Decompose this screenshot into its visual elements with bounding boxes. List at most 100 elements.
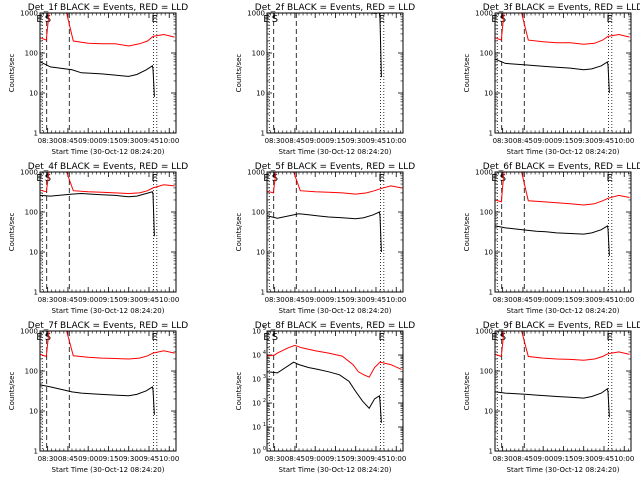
x-tick-label: 09:30	[346, 137, 366, 145]
x-tick-label: 09:00	[78, 137, 98, 145]
series-line-events	[364, 13, 382, 78]
y-axis-label: Counts/sec	[235, 213, 243, 252]
x-tick-label: 09:15	[325, 296, 345, 304]
x-axis-label: Start Time (30-Oct-12 08:24:20)	[52, 307, 165, 315]
y-tick-label: 10	[484, 408, 493, 416]
x-tick-label: 10:00	[386, 296, 406, 304]
event-marker-label: S	[272, 14, 278, 25]
y-tick-label: 1	[34, 130, 38, 138]
x-tick-label: 08:45	[513, 296, 533, 304]
plot-frame	[494, 12, 632, 134]
x-tick-label: 10:00	[614, 137, 634, 145]
panel-3: Det_3f BLACK = Events, RED = LLD Counts/s…	[463, 3, 640, 156]
x-tick-label: 09:30	[574, 455, 594, 463]
x-tick-label: 09:15	[553, 137, 573, 145]
panel-title: Det_9f BLACK = Events, RED = LLD	[483, 321, 640, 331]
x-tick-label: 08:45	[513, 137, 533, 145]
x-tick-label: 08:45	[285, 296, 305, 304]
x-tick-label: 08:45	[58, 296, 78, 304]
x-tick-label: 10:00	[614, 296, 634, 304]
x-tick-label: 10:00	[386, 137, 406, 145]
y-axis-label: Counts/sec	[463, 372, 471, 411]
series-line-lld	[495, 172, 630, 206]
event-marker-label: E	[36, 14, 42, 25]
x-tick-label: 09:30	[346, 455, 366, 463]
event-marker-label: E	[151, 173, 157, 184]
series-line-lld	[495, 13, 630, 45]
panel-title: Det_2f BLACK = Events, RED = LLD	[255, 3, 415, 13]
y-tick-label: 10	[252, 328, 261, 336]
x-tick-label: 09:15	[98, 137, 118, 145]
y-tick-label: 10	[252, 424, 261, 432]
x-tick-label: 09:45	[594, 137, 614, 145]
event-marker-label: E	[263, 173, 269, 184]
y-tick-label: 1000	[247, 169, 265, 177]
panel-title: Det_4f BLACK = Events, RED = LLD	[28, 162, 188, 172]
x-axis-label: Start Time (30-Oct-12 08:24:20)	[52, 148, 165, 156]
y-axis-label: Counts/sec	[8, 54, 16, 93]
panel-title: Det_1f BLACK = Events, RED = LLD	[28, 3, 188, 13]
event-marker-label: E	[36, 173, 42, 184]
y-axis-label: Counts/sec	[8, 213, 16, 252]
x-tick-label: 10:00	[159, 296, 179, 304]
event-marker-label: E	[491, 332, 497, 343]
x-tick-label: 09:45	[139, 455, 159, 463]
x-axis-label: Start Time (30-Oct-12 08:24:20)	[52, 466, 165, 474]
x-tick-label: 09:45	[366, 137, 386, 145]
y-axis-label: Counts/sec	[8, 372, 16, 411]
y-tick-label: 100	[480, 50, 493, 58]
y-tick-label: 10	[29, 249, 38, 257]
series-group	[267, 172, 402, 253]
x-tick-label: 08:30	[493, 137, 513, 145]
series-line-events	[40, 61, 155, 97]
x-tick-label: 08:30	[38, 455, 58, 463]
x-tick-label: 08:30	[493, 455, 513, 463]
plot-frame	[266, 171, 404, 293]
series-line-events	[267, 211, 382, 253]
y-tick-exponent: 2	[263, 398, 266, 404]
plot-frame	[39, 171, 177, 293]
event-marker-label: S	[500, 173, 506, 184]
plot-frame	[266, 12, 404, 134]
x-axis-label: Start Time (30-Oct-12 08:24:20)	[507, 466, 620, 474]
x-tick-label: 09:15	[553, 455, 573, 463]
y-tick-label: 1	[261, 289, 265, 297]
panel-title: Det_6f BLACK = Events, RED = LLD	[483, 162, 640, 172]
x-axis-label: Start Time (30-Oct-12 08:24:20)	[507, 307, 620, 315]
panel-1: Det_1f BLACK = Events, RED = LLD Counts/s…	[8, 3, 188, 156]
y-tick-label: 1000	[20, 10, 38, 18]
series-line-events	[40, 191, 155, 237]
y-tick-label: 100	[25, 209, 38, 217]
panel-title: Det_8f BLACK = Events, RED = LLD	[255, 321, 415, 331]
event-marker-label: E	[151, 14, 157, 25]
y-tick-label: 10	[252, 352, 261, 360]
y-tick-label: 10	[252, 400, 261, 408]
y-tick-label: 100	[480, 368, 493, 376]
panel-8: Det_8f BLACK = Events, RED = LLD Counts/s…	[235, 321, 415, 474]
x-tick-label: 08:45	[58, 455, 78, 463]
y-tick-label: 10	[484, 249, 493, 257]
x-tick-label: 09:45	[139, 137, 159, 145]
x-tick-label: 09:00	[533, 296, 553, 304]
plot-frame	[39, 330, 177, 452]
series-group	[267, 344, 402, 423]
x-tick-label: 09:15	[98, 455, 118, 463]
x-tick-label: 09:00	[305, 137, 325, 145]
x-tick-label: 09:30	[574, 137, 594, 145]
y-tick-exponent: 0	[263, 446, 266, 452]
x-tick-label: 08:45	[513, 455, 533, 463]
event-marker-label: E	[36, 332, 42, 343]
x-tick-label: 09:30	[119, 137, 139, 145]
event-marker-label: E	[491, 14, 497, 25]
plot-frame	[39, 12, 177, 134]
x-tick-label: 09:30	[346, 296, 366, 304]
y-tick-label: 100	[252, 50, 265, 58]
x-tick-label: 08:30	[38, 296, 58, 304]
y-tick-label: 100	[480, 209, 493, 217]
y-tick-exponent: 1	[263, 422, 266, 428]
y-tick-label: 1000	[475, 10, 493, 18]
y-tick-label: 10	[256, 90, 265, 98]
series-group	[364, 13, 382, 78]
series-group	[495, 172, 630, 256]
y-axis-label: Counts/sec	[463, 213, 471, 252]
